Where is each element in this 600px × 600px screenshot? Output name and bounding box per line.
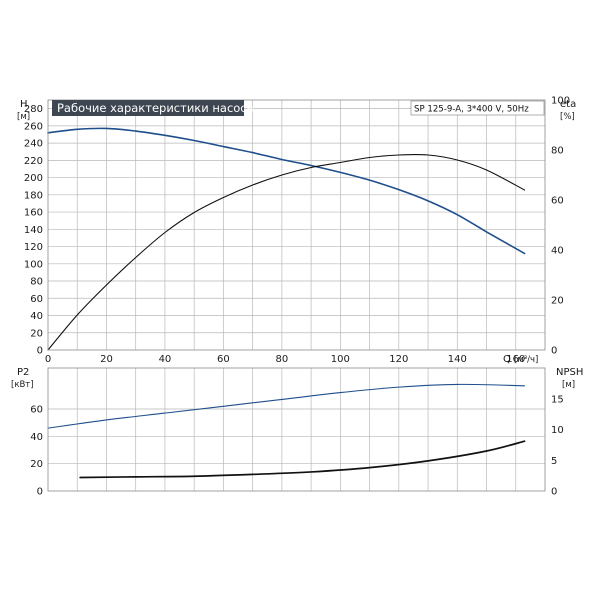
right-tick-label: 80 [551,146,564,157]
right-tick-label: 20 [551,296,564,307]
right-tick-label: 60 [551,196,564,207]
series-line-0-1 [47,153,526,351]
right-tick-label: 15 [551,394,564,405]
x-tick-label: 80 [276,354,289,365]
right-tick-label: 40 [551,246,564,257]
lower-panel-series [47,383,526,479]
left-tick-label: 60 [30,405,43,416]
right-tick-label: 0 [551,346,557,357]
left-tick-label: 180 [24,190,43,201]
left-axis-unit-p2: [кВт] [11,380,34,390]
left-tick-label: 160 [24,208,43,219]
left-tick-label: 140 [24,225,43,236]
chart-title: Рабочие характеристики насоса [57,101,254,115]
left-tick-label: 0 [37,346,43,357]
left-axis-unit-h: [м] [17,112,30,122]
x-axis-unit-q: [м³/ч] [514,355,538,365]
right-axis-label-npsh: NPSH [556,367,583,378]
x-tick-label: 0 [45,354,51,365]
left-tick-label: 240 [24,139,43,150]
upper-panel-ticks: 0204060801001201401601802002202402602800… [24,96,570,366]
left-tick-label: 220 [24,156,43,167]
lower-panel-grid [48,368,545,491]
left-tick-label: 80 [30,277,43,288]
left-tick-label: 280 [24,104,43,115]
series-line-1-0 [47,383,526,429]
chart-subtitle-box [410,100,545,116]
right-axis-label-eta: eta [560,99,576,110]
x-tick-label: 40 [159,354,172,365]
lower-panel-frame [47,367,546,492]
left-tick-label: 40 [30,432,43,443]
right-tick-label: 100 [551,96,570,107]
right-axis-unit-eta: [%] [560,112,575,122]
chart-title-box [52,100,244,116]
x-tick-label: 60 [217,354,230,365]
x-tick-label: 20 [100,354,113,365]
upper-panel-grid [48,100,545,350]
left-tick-label: 100 [24,259,43,270]
x-tick-label: 140 [448,354,467,365]
x-axis-label-q: Q [503,354,511,365]
left-tick-label: 120 [24,242,43,253]
left-tick-label: 20 [30,328,43,339]
x-tick-label: 160 [506,354,525,365]
left-axis-label-p2: P2 [17,367,29,378]
x-tick-label: 120 [389,354,408,365]
left-tick-label: 0 [37,487,43,498]
left-axis-label-h: H [20,99,28,110]
left-tick-label: 200 [24,173,43,184]
series-line-1-1 [79,440,526,479]
right-tick-label: 5 [551,456,557,467]
right-tick-label: 0 [551,487,557,498]
left-tick-label: 20 [30,459,43,470]
right-tick-label: 10 [551,425,564,436]
left-tick-label: 260 [24,121,43,132]
left-tick-label: 40 [30,311,43,322]
left-tick-label: 60 [30,294,43,305]
chart-subtitle: SP 125-9-A, 3*400 V, 50Hz [414,105,529,115]
x-tick-label: 100 [331,354,350,365]
right-axis-unit-npsh: [м] [562,380,575,390]
upper-panel-frame [47,99,546,351]
lower-panel-ticks: 0 20 40 60 0 5 10 15 [30,394,563,497]
series-line-0-0 [47,127,526,255]
upper-panel-series [47,127,526,351]
